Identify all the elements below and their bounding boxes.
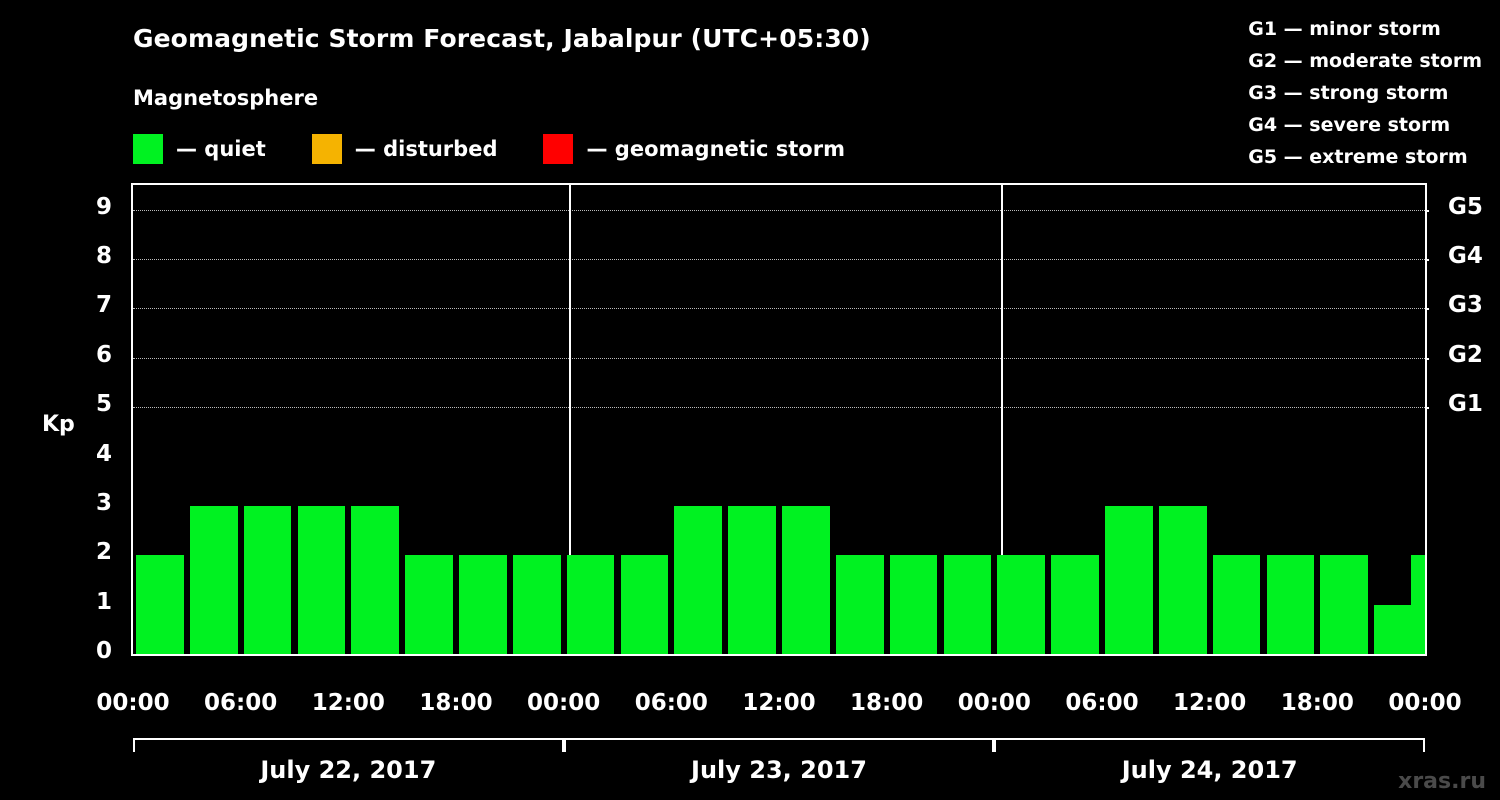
bar bbox=[943, 555, 992, 654]
watermark: xras.ru bbox=[1398, 769, 1486, 794]
x-tick-label: 00:00 bbox=[957, 690, 1031, 716]
plot-area bbox=[131, 183, 1427, 656]
day-label: July 24, 2017 bbox=[1121, 756, 1298, 784]
legend-item-quiet: — quiet bbox=[133, 134, 266, 164]
storm-scale-item-2: G2 — moderate storm bbox=[1248, 49, 1482, 72]
bar bbox=[1212, 555, 1261, 654]
legend-swatch-quiet bbox=[133, 134, 163, 164]
day-bracket bbox=[133, 738, 564, 752]
legend-label-quiet: — quiet bbox=[176, 137, 266, 161]
x-tick-label: 18:00 bbox=[850, 690, 924, 716]
bar bbox=[889, 555, 938, 654]
bar bbox=[405, 555, 453, 654]
gridline-kp-8 bbox=[133, 259, 1425, 261]
y-tick-label-1: 1 bbox=[95, 588, 112, 615]
day-separator bbox=[569, 185, 571, 654]
magnetosphere-label: Magnetosphere bbox=[133, 86, 319, 110]
right-tick-label-G1: G1 bbox=[1448, 391, 1483, 418]
day-bracket bbox=[563, 738, 995, 752]
y-tick-label-5: 5 bbox=[95, 391, 112, 418]
bar bbox=[1266, 555, 1315, 654]
storm-scale-item-1: G1 — minor storm bbox=[1248, 18, 1441, 40]
day-label: July 23, 2017 bbox=[691, 756, 867, 784]
bar-partial bbox=[1411, 555, 1425, 654]
x-tick-label: 18:00 bbox=[1280, 690, 1354, 716]
bar bbox=[297, 505, 346, 654]
x-tick-label: 12:00 bbox=[742, 690, 816, 716]
x-tick-label: 18:00 bbox=[419, 690, 493, 716]
right-tick-label-G2: G2 bbox=[1448, 341, 1483, 368]
bar bbox=[566, 555, 615, 654]
day-label: July 22, 2017 bbox=[260, 756, 437, 784]
x-tick-label: 06:00 bbox=[1065, 690, 1139, 716]
bar bbox=[189, 505, 238, 654]
legend-item-geomagnetic-storm: — geomagnetic storm bbox=[543, 134, 845, 164]
y-tick-label-2: 2 bbox=[95, 539, 112, 566]
legend-item-disturbed: — disturbed bbox=[311, 134, 498, 164]
bar bbox=[243, 505, 292, 654]
y-tick-label-3: 3 bbox=[95, 489, 112, 516]
x-tick-label: 06:00 bbox=[634, 690, 708, 716]
storm-scale-legend: G1 — minor storm G2 — moderate storm G3 — … bbox=[1248, 14, 1482, 174]
gridline-kp-7 bbox=[133, 308, 1425, 310]
bar bbox=[620, 555, 669, 654]
legend-label-disturbed: — disturbed bbox=[354, 137, 498, 161]
bar bbox=[1051, 555, 1099, 654]
legend: — quiet — disturbed — geomagnetic storm bbox=[133, 134, 891, 164]
bar bbox=[1158, 505, 1207, 654]
bar bbox=[728, 505, 776, 654]
y-tick-label-9: 9 bbox=[95, 193, 112, 220]
storm-scale-item-3: G3 — strong storm bbox=[1248, 81, 1449, 104]
day-bracket bbox=[994, 738, 1425, 752]
x-tick-label: 12:00 bbox=[311, 690, 385, 716]
right-tick-label-G5: G5 bbox=[1448, 193, 1483, 220]
legend-swatch-disturbed bbox=[311, 134, 342, 164]
x-tick-label: 00:00 bbox=[96, 690, 170, 716]
y-axis-title: Kp bbox=[42, 412, 75, 437]
gridline-kp-5 bbox=[133, 407, 1425, 409]
bar bbox=[459, 555, 507, 654]
bar bbox=[136, 555, 184, 654]
storm-scale-item-5: G5 — extreme storm bbox=[1248, 145, 1468, 168]
x-tick-label: 00:00 bbox=[1388, 690, 1462, 716]
day-separator bbox=[1001, 185, 1003, 654]
gridline-kp-9 bbox=[133, 209, 1425, 211]
storm-scale-item-4: G4 — severe storm bbox=[1248, 113, 1451, 136]
x-tick-label: 06:00 bbox=[204, 690, 278, 716]
page-title: Geomagnetic Storm Forecast, Jabalpur (UT… bbox=[133, 24, 871, 53]
bar bbox=[997, 555, 1046, 654]
y-tick-label-4: 4 bbox=[95, 440, 112, 467]
bar bbox=[782, 505, 830, 654]
right-tick-label-G3: G3 bbox=[1448, 292, 1483, 319]
bar bbox=[351, 505, 400, 654]
bar bbox=[1105, 505, 1153, 654]
x-tick-label: 00:00 bbox=[527, 690, 601, 716]
y-tick-label-7: 7 bbox=[95, 292, 112, 319]
bar bbox=[512, 555, 561, 654]
y-tick-label-6: 6 bbox=[95, 341, 112, 368]
bar bbox=[674, 505, 723, 654]
right-tick-label-G4: G4 bbox=[1448, 243, 1483, 270]
bar bbox=[1320, 555, 1369, 654]
x-tick-label: 12:00 bbox=[1173, 690, 1247, 716]
y-tick-label-8: 8 bbox=[95, 243, 112, 270]
legend-swatch-geomagnetic-storm bbox=[543, 134, 574, 164]
bar-series bbox=[133, 185, 1425, 654]
legend-label-geomagnetic-storm: — geomagnetic storm bbox=[586, 137, 845, 161]
gridline-kp-6 bbox=[133, 357, 1425, 359]
bar bbox=[835, 555, 884, 654]
y-tick-label-0: 0 bbox=[95, 638, 112, 664]
